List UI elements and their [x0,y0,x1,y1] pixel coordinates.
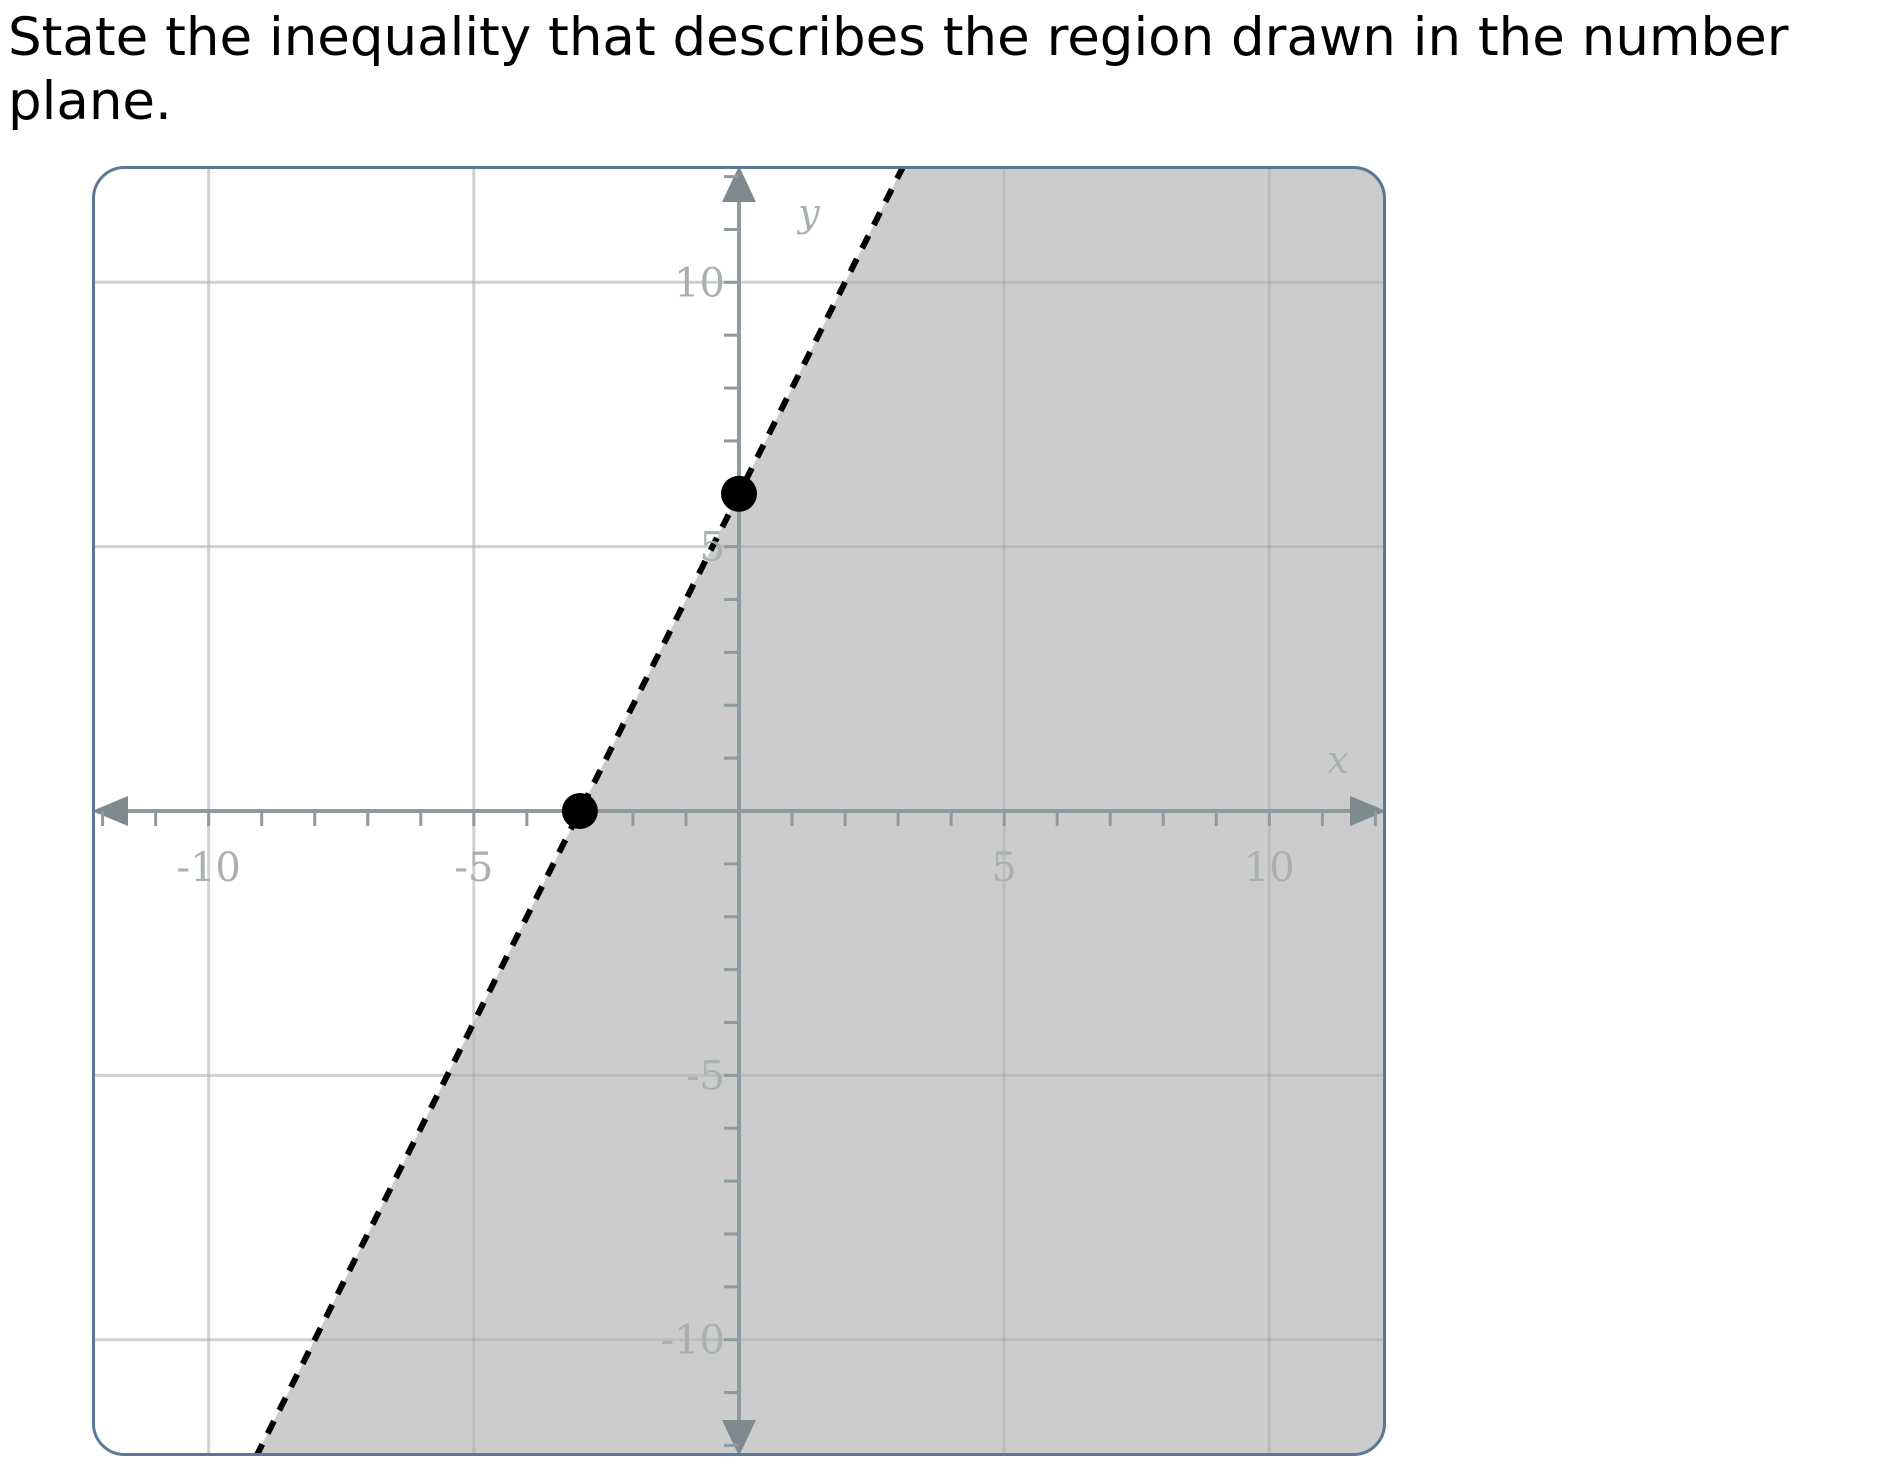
boundary-dashed-line [253,166,907,1456]
y-axis-down-arrow [722,1420,756,1456]
x-axis-left-arrow [92,796,128,826]
x-axis-right-arrow [1350,796,1386,826]
x-tick-label: 5 [991,845,1016,891]
x-axis-label: x [1327,738,1348,782]
y-axis-up-arrow [722,166,756,202]
y-tick-label: 10 [674,260,725,306]
number-plane-svg: -10 -5 5 10 10 5 -5 -10 x y [92,166,1386,1456]
plotted-point [561,793,598,829]
x-tick-label: 10 [1244,845,1295,891]
y-tick-label: 5 [700,525,725,571]
question-text: State the inequality that describes the … [8,7,1789,132]
plot-frame [92,166,1386,1456]
x-tick-label: -5 [454,845,493,891]
y-axis-label: y [796,191,820,235]
y-tick-label: -10 [661,1318,725,1364]
axes [92,166,1386,1456]
plotted-points [561,475,757,829]
number-plane: -10 -5 5 10 10 5 -5 -10 x y [92,166,1386,1456]
y-tick-label: -5 [686,1053,725,1099]
plot-area: -10 -5 5 10 10 5 -5 -10 x y [92,166,1386,1456]
tick-labels: -10 -5 5 10 10 5 -5 -10 x y [176,191,1348,1364]
plotted-point [721,475,757,512]
x-tick-label: -10 [176,845,240,891]
